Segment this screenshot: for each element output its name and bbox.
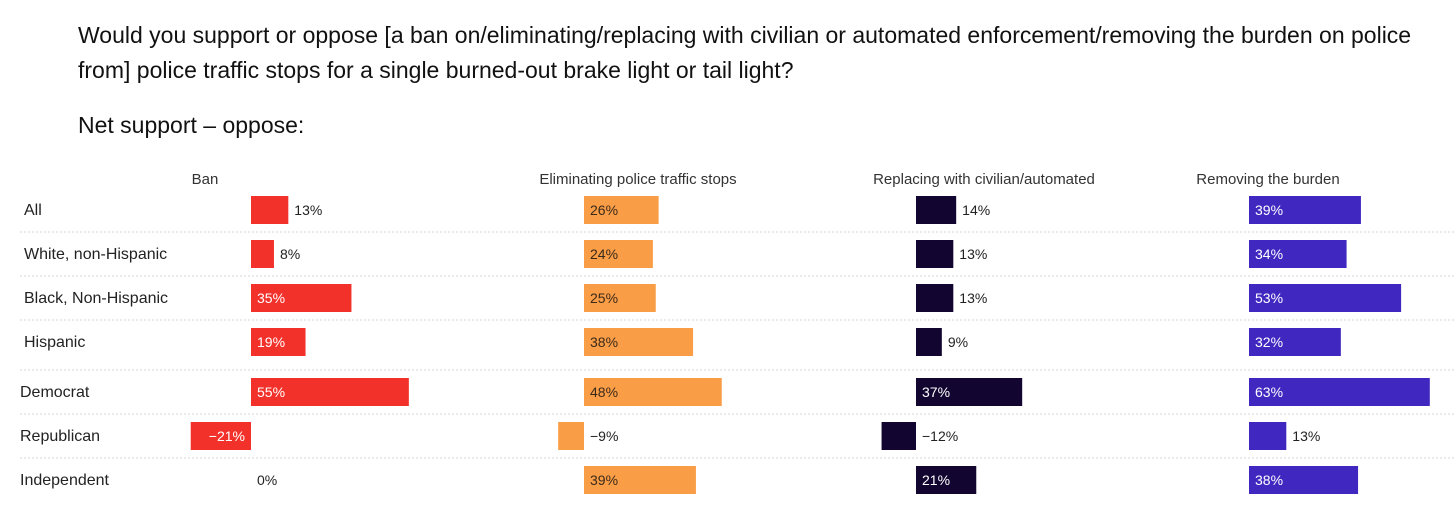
bar: [584, 240, 653, 268]
data-label: 13%: [294, 202, 322, 218]
bar: [584, 378, 722, 406]
bar: [1249, 378, 1430, 406]
bar: [1249, 328, 1341, 356]
bar: [584, 284, 656, 312]
bar: [190, 422, 251, 450]
bar: [1249, 422, 1287, 450]
data-label: 14%: [962, 202, 990, 218]
data-label: 35%: [257, 290, 285, 306]
data-label: −9%: [590, 428, 618, 444]
bar: [881, 422, 916, 450]
data-label: 9%: [948, 334, 968, 350]
category-label: Republican: [20, 428, 100, 445]
data-label: 48%: [590, 384, 618, 400]
bar: [251, 284, 352, 312]
data-label: 32%: [1255, 334, 1283, 350]
bar: [916, 240, 954, 268]
bar: [584, 196, 659, 224]
data-label: 13%: [959, 290, 987, 306]
data-label: 38%: [1255, 472, 1283, 488]
bar: [251, 240, 274, 268]
data-label: 37%: [922, 384, 950, 400]
bar: [558, 422, 584, 450]
data-label: 13%: [1292, 428, 1320, 444]
data-label: 39%: [1255, 202, 1283, 218]
bar: [916, 284, 954, 312]
data-label: 19%: [257, 334, 285, 350]
series-header: Replacing with civilian/automated: [873, 171, 1095, 188]
chart-subtitle: Net support – oppose:: [78, 112, 305, 138]
bar: [1249, 284, 1402, 312]
bar: [916, 466, 977, 494]
series-header: Removing the burden: [1196, 171, 1339, 188]
data-label: 63%: [1255, 384, 1283, 400]
category-label: All: [24, 202, 42, 219]
data-label: 0%: [257, 472, 277, 488]
bar: [584, 466, 696, 494]
category-label: Black, Non-Hispanic: [24, 290, 168, 307]
data-label: 38%: [590, 334, 618, 350]
data-label: −21%: [209, 428, 245, 444]
data-label: 25%: [590, 290, 618, 306]
bar: [916, 378, 1023, 406]
bar: [584, 328, 694, 356]
bar: [1249, 196, 1361, 224]
data-label: 26%: [590, 202, 618, 218]
data-label: 34%: [1255, 246, 1283, 262]
bar: [251, 378, 409, 406]
data-label: 39%: [590, 472, 618, 488]
category-label: White, non-Hispanic: [24, 246, 167, 263]
category-label: Democrat: [20, 384, 90, 401]
data-label: 53%: [1255, 290, 1283, 306]
question-text: Would you support or oppose [a ban on/el…: [78, 22, 1412, 83]
bar: [251, 328, 306, 356]
bar: [916, 328, 942, 356]
series-header: Ban: [192, 171, 219, 188]
bar: [251, 196, 289, 224]
data-label: 8%: [280, 246, 300, 262]
data-label: −12%: [922, 428, 958, 444]
data-label: 13%: [959, 246, 987, 262]
data-label: 55%: [257, 384, 285, 400]
category-label: Hispanic: [24, 334, 85, 351]
bar: [1249, 240, 1347, 268]
category-label: Independent: [20, 472, 110, 489]
data-label: 21%: [922, 472, 950, 488]
data-label: 24%: [590, 246, 618, 262]
bar: [1249, 466, 1359, 494]
series-header: Eliminating police traffic stops: [539, 171, 736, 188]
bar: [916, 196, 957, 224]
